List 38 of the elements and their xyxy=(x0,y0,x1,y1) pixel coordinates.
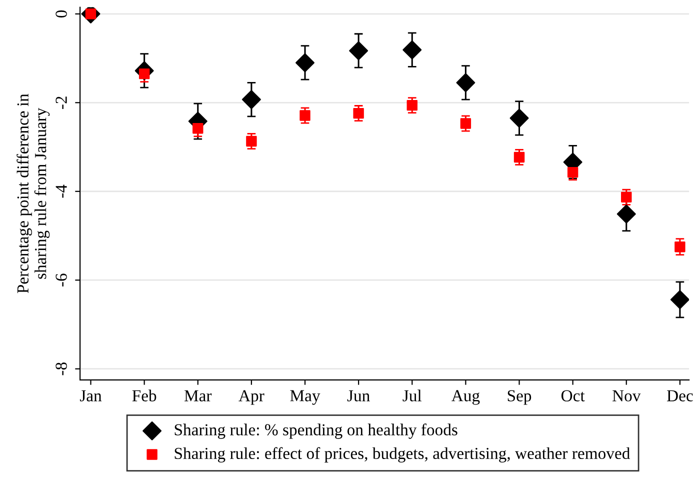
y-tick-label: -4 xyxy=(56,184,67,198)
x-tick-label: Feb xyxy=(132,390,156,402)
legend-label: Sharing rule: effect of prices, budgets, advertising, weather removed xyxy=(174,447,630,462)
point xyxy=(670,290,690,310)
x-tick-label: Nov xyxy=(612,390,641,402)
point xyxy=(349,41,368,60)
y-axis-title: Percentage point difference in sharing rule from January xyxy=(16,94,50,294)
point xyxy=(510,108,529,128)
x-tick-label: Apr xyxy=(238,390,264,405)
point xyxy=(296,53,314,72)
point xyxy=(242,90,261,110)
y-tick-label: -2 xyxy=(56,96,67,109)
point xyxy=(192,123,204,134)
x-tick-label: May xyxy=(290,390,320,405)
x-tick-label: Aug xyxy=(452,390,480,405)
point xyxy=(514,152,525,163)
point xyxy=(353,108,364,119)
x-tick-label: Jul xyxy=(402,390,422,402)
point xyxy=(300,110,310,121)
point xyxy=(460,118,472,129)
y-tick-label: 0 xyxy=(56,10,67,18)
x-tick-label: Oct xyxy=(561,390,585,402)
point xyxy=(406,100,418,111)
point xyxy=(402,40,422,60)
point xyxy=(456,73,476,92)
legend-label: Sharing rule: % spending on healthy foods xyxy=(174,424,458,439)
x-tick-label: Sep xyxy=(508,390,532,405)
x-tick-label: Dec xyxy=(666,390,693,402)
x-tick-label: Jun xyxy=(347,390,370,402)
x-tick-label: Jan xyxy=(80,390,102,402)
y-tick-label: -8 xyxy=(56,362,67,376)
point xyxy=(246,136,257,147)
point xyxy=(616,204,636,224)
point xyxy=(674,241,686,252)
y-tick-label: -6 xyxy=(56,274,67,286)
point xyxy=(621,192,632,203)
point xyxy=(567,166,578,178)
x-tick-label: Mar xyxy=(184,390,212,402)
